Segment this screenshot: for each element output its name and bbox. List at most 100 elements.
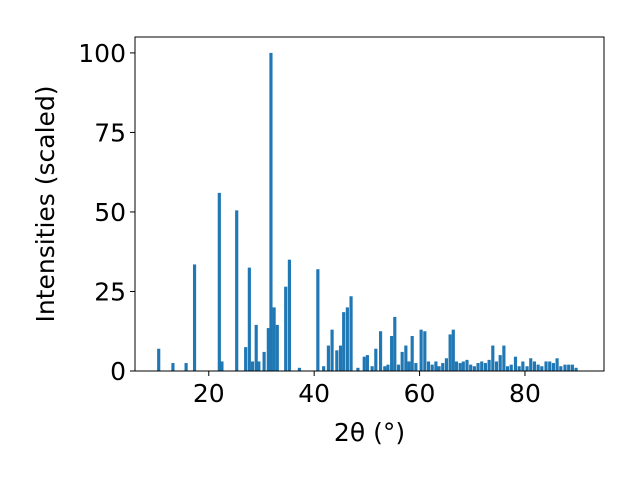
bar [570,364,574,371]
y-axis-label: Intensities (scaled) [31,85,60,322]
x-axis-ticks: 20 40 60 80 [193,371,541,408]
bar [559,366,563,371]
bar [393,316,397,371]
bar [472,366,476,371]
y-tick-label: 0 [110,357,126,386]
bar [326,345,330,371]
bar [349,296,353,371]
y-axis-ticks: 0 25 50 75 100 [78,39,135,386]
bar [574,367,578,371]
bar [423,331,427,371]
bar [400,351,404,371]
bar [254,324,258,371]
bar [338,345,343,371]
bar [287,259,291,371]
plot-frame [134,36,605,372]
x-tick-label: 60 [404,379,436,408]
bar [529,358,533,371]
bar [414,363,418,371]
bar [257,361,261,371]
bar [390,336,394,371]
bar [217,192,221,371]
bar [335,350,339,371]
bar [407,361,411,371]
bar [374,348,378,371]
bar [544,361,548,371]
bar [247,267,251,371]
bar [476,363,480,371]
bar [483,363,488,371]
bar [458,363,462,371]
bar [502,345,506,371]
bar [521,361,525,371]
bar [419,329,423,371]
bar [322,366,326,371]
bar [330,329,334,371]
bar [548,361,552,371]
bar [410,336,414,371]
x-tick-label: 80 [509,379,541,408]
y-tick-label: 50 [94,198,126,227]
bar [525,366,529,371]
bar [171,363,175,371]
bar [551,363,555,371]
bar [396,364,401,371]
bar [434,361,438,371]
bar [430,364,434,371]
bar [383,366,387,371]
bar [192,264,197,371]
bar [437,366,441,371]
bar [362,356,366,371]
bar [266,328,270,371]
y-tick-label: 75 [94,118,126,147]
bar [444,358,449,371]
bar [404,345,408,371]
bar [365,355,369,371]
bar [513,356,518,371]
bar [536,364,540,371]
bar [461,361,465,371]
bar [555,358,559,371]
plot-area-background [135,37,604,371]
bar [498,355,502,371]
bar [448,334,452,371]
bar [532,361,537,371]
x-tick-label: 20 [193,379,225,408]
bar [563,364,567,371]
bar [370,366,374,371]
bar [342,312,346,371]
y-tick-label: 100 [78,39,126,68]
bar [356,367,360,371]
bar [250,361,255,371]
bar [494,361,499,371]
bar [426,361,431,371]
bar [487,359,491,371]
bar [451,329,455,371]
bar [469,364,473,371]
bar [220,361,224,371]
bar [509,364,513,371]
x-axis-label: 2θ (°) [334,418,405,447]
bar [465,359,469,371]
bar [269,52,273,372]
bar [480,361,484,371]
bar [441,363,445,371]
bar [316,269,320,371]
bar [244,347,248,371]
bar [540,366,544,371]
bar [378,331,383,371]
bar [262,351,266,371]
bar [454,361,459,371]
bar [235,210,239,371]
x-tick-label: 40 [298,379,330,408]
bar [284,286,288,371]
bar [505,366,510,371]
bar [184,363,188,371]
bar [491,345,495,371]
bar [157,348,161,371]
bar [275,324,279,371]
bar [567,364,571,371]
bar [297,367,301,371]
bar [386,364,390,371]
